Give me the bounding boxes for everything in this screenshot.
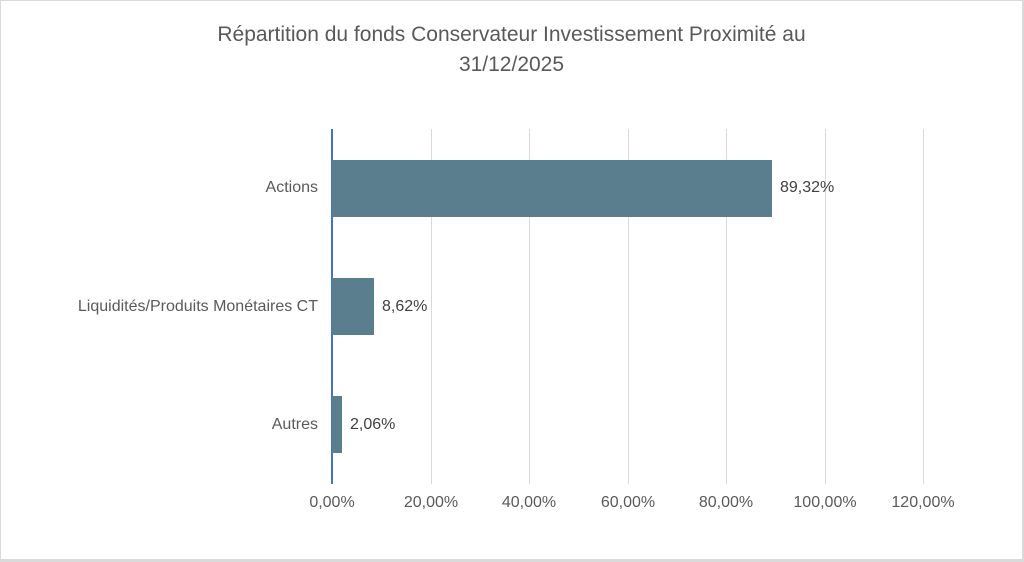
data-label: 8,62% (382, 298, 428, 315)
gridline (825, 129, 826, 484)
category-label: Autres (271, 416, 318, 433)
x-tick-label: 0,00% (309, 494, 355, 511)
x-tick-label: 100,00% (793, 494, 857, 511)
bar-2 (332, 278, 374, 335)
data-label: 89,32% (780, 179, 835, 196)
gridline (726, 129, 727, 484)
data-label: 2,06% (350, 416, 396, 433)
category-axis-labels: Actions Liquidités/Produits Monétaires CT… (1, 129, 318, 484)
bar-1 (332, 160, 772, 217)
category-label: Liquidités/Produits Monétaires CT (77, 298, 318, 315)
gridline (529, 129, 530, 484)
plot-area: 0,00% 20,00% 40,00% 60,00% 80,00% 100,00% 120,… (309, 129, 955, 511)
bar-3 (332, 396, 342, 453)
x-tick-label: 20,00% (403, 494, 459, 511)
x-tick-label: 80,00% (698, 494, 754, 511)
x-tick-label: 40,00% (501, 494, 557, 511)
x-tick-label: 60,00% (600, 494, 656, 511)
gridline (431, 129, 432, 484)
x-tick-label: 120,00% (891, 494, 955, 511)
category-label: Actions (265, 179, 318, 196)
gridline (628, 129, 629, 484)
gridline (923, 129, 924, 484)
chart-title-line-2: 31/12/2025 (458, 53, 565, 76)
chart-title: Répartition du fonds Conservateur Invest… (1, 20, 1022, 80)
chart-title-line-1: Répartition du fonds Conservateur Invest… (217, 23, 806, 46)
